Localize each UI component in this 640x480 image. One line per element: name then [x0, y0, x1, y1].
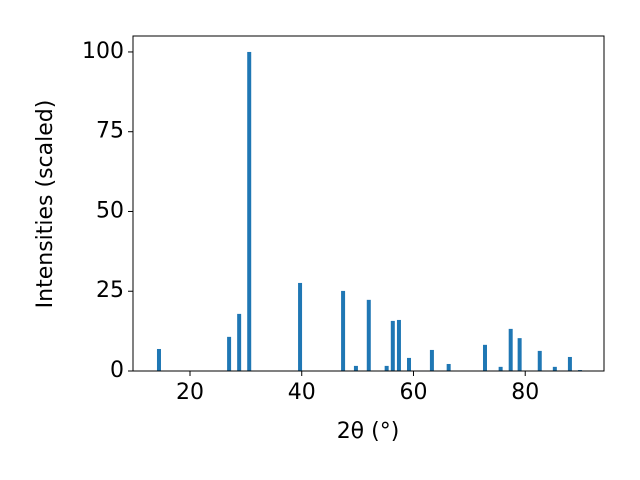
bar: [390, 320, 395, 371]
bar: [227, 336, 232, 371]
x-tick-label: 20: [176, 380, 204, 405]
bar: [353, 365, 358, 371]
bar: [537, 350, 542, 371]
bar: [384, 365, 389, 371]
bar: [429, 349, 434, 371]
y-axis-label: Intensities (scaled): [33, 100, 58, 309]
bar: [407, 357, 412, 371]
y-tick-label: 75: [96, 119, 124, 144]
bar: [247, 51, 252, 371]
bar: [508, 328, 513, 371]
bar: [446, 363, 451, 371]
plot-frame: [132, 35, 605, 372]
bar: [298, 282, 303, 371]
bar: [552, 366, 557, 371]
y-tick-label: 100: [82, 39, 124, 64]
bar: [482, 344, 487, 371]
bar: [396, 319, 401, 371]
bar: [517, 338, 522, 371]
y-tick-label: 0: [110, 358, 124, 383]
x-tick-label: 60: [399, 380, 427, 405]
x-tick-label: 80: [511, 380, 539, 405]
y-tick-label: 25: [96, 278, 124, 303]
x-axis-label: 2θ (°): [337, 419, 400, 444]
y-tick-label: 50: [96, 198, 124, 223]
bar: [341, 290, 346, 371]
bar: [567, 356, 572, 371]
bar: [366, 299, 371, 371]
bar: [498, 366, 503, 371]
bar: [237, 313, 242, 371]
bar: [156, 348, 161, 371]
x-tick-label: 40: [288, 380, 316, 405]
